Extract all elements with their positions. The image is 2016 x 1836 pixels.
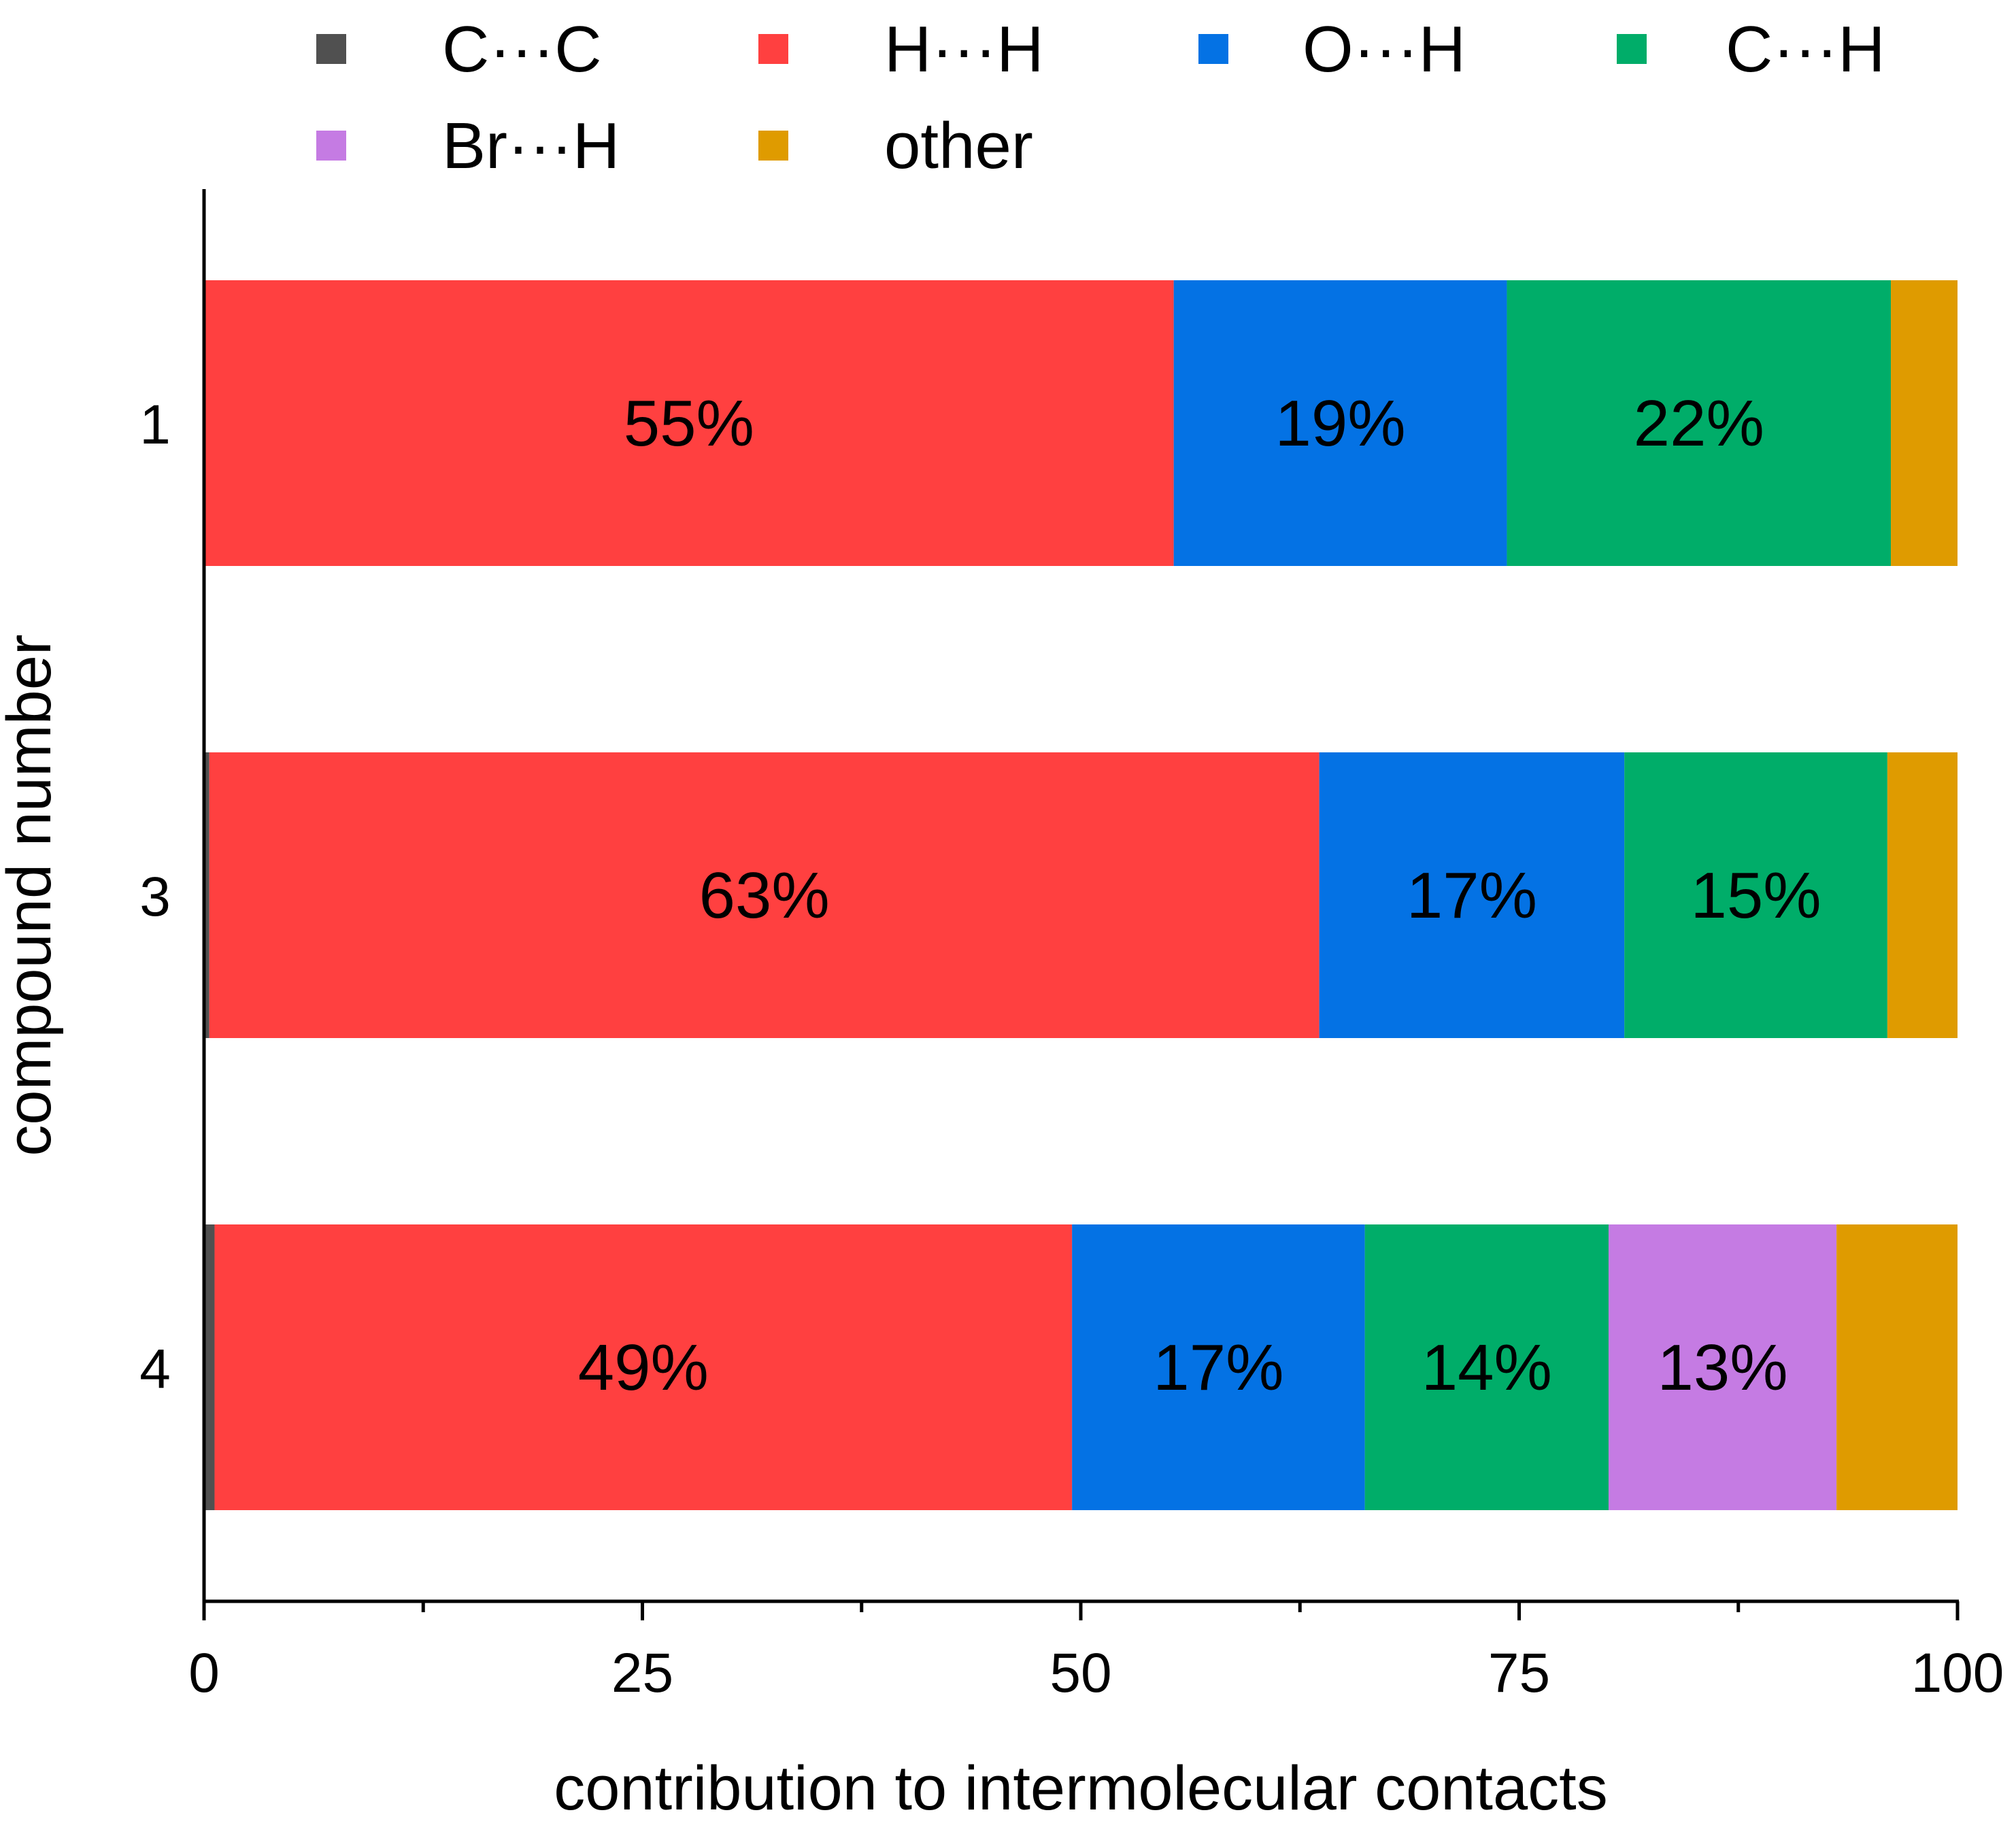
data-label-br-h-compound-4: 13%: [1657, 1331, 1787, 1404]
bar-segment-h-h-compound-3: [209, 752, 1320, 1038]
data-label-h-h-compound-3: 63%: [699, 859, 830, 932]
x-tick-label-100: 100: [1911, 1642, 2004, 1704]
bar-segment-c-h-compound-4: [1364, 1224, 1609, 1510]
data-label-h-h-compound-1: 55%: [624, 387, 754, 460]
x-tick-label-75: 75: [1488, 1642, 1550, 1704]
legend-label-h-h: H···H: [884, 13, 1044, 86]
data-label-c-h-compound-1: 22%: [1634, 387, 1764, 460]
bar-segment-other-compound-3: [1887, 752, 1958, 1038]
bar-segment-o-h-compound-3: [1319, 752, 1625, 1038]
legend-swatch-o-h: [1198, 34, 1228, 64]
bar-segment-c-c-compound-4: [204, 1224, 215, 1510]
bar-segment-c-h-compound-3: [1624, 752, 1887, 1038]
legend-swatch-h-h: [758, 34, 788, 64]
legend-swatch-c-c: [316, 34, 346, 64]
plot-area: 55% 19% 22% 1 63% 17% 15% 3 49% 17% 14% 13% 4: [139, 280, 1958, 1510]
y-tick-label-4: 4: [139, 1338, 171, 1400]
bar-segment-other-compound-1: [1891, 280, 1958, 566]
y-tick-label-3: 3: [139, 866, 171, 928]
data-label-o-h-compound-1: 19%: [1275, 387, 1405, 460]
legend-label-c-h: C···H: [1726, 13, 1885, 86]
x-axis-title: contribution to intermolecular contacts: [554, 1754, 1607, 1823]
bar-segment-c-c-compound-3: [204, 752, 209, 1038]
bar-segment-c-h-compound-1: [1507, 280, 1892, 566]
legend-swatch-c-h: [1617, 34, 1647, 64]
data-label-c-h-compound-4: 14%: [1422, 1331, 1552, 1404]
bar-segment-h-h-compound-4: [214, 1224, 1073, 1510]
x-tick-label-0: 0: [188, 1642, 220, 1704]
legend-swatch-br-h: [316, 131, 346, 161]
data-label-c-h-compound-3: 15%: [1690, 859, 1821, 932]
legend: C···C H···H O···H C···H Br···H other: [316, 13, 1885, 182]
y-axis-title: compound number: [0, 634, 64, 1156]
data-label-o-h-compound-4: 17%: [1153, 1331, 1283, 1404]
legend-label-c-c: C···C: [442, 13, 602, 86]
x-tick-label-50: 50: [1049, 1642, 1111, 1704]
legend-label-br-h: Br···H: [442, 110, 620, 182]
axes: 0 25 50 75 100: [188, 189, 2004, 1704]
y-tick-label-1: 1: [139, 394, 171, 456]
legend-swatch-other: [758, 131, 788, 161]
data-label-o-h-compound-3: 17%: [1407, 859, 1537, 932]
legend-label-other: other: [884, 110, 1033, 182]
x-tick-label-25: 25: [611, 1642, 673, 1704]
legend-label-o-h: O···H: [1303, 13, 1466, 86]
bar-segment-o-h-compound-4: [1072, 1224, 1365, 1510]
bar-segment-other-compound-4: [1836, 1224, 1958, 1510]
bar-segment-o-h-compound-1: [1173, 280, 1507, 566]
bar-segment-h-h-compound-1: [204, 280, 1174, 566]
bar-segment-br-h-compound-4: [1608, 1224, 1837, 1510]
data-label-h-h-compound-4: 49%: [578, 1331, 709, 1404]
